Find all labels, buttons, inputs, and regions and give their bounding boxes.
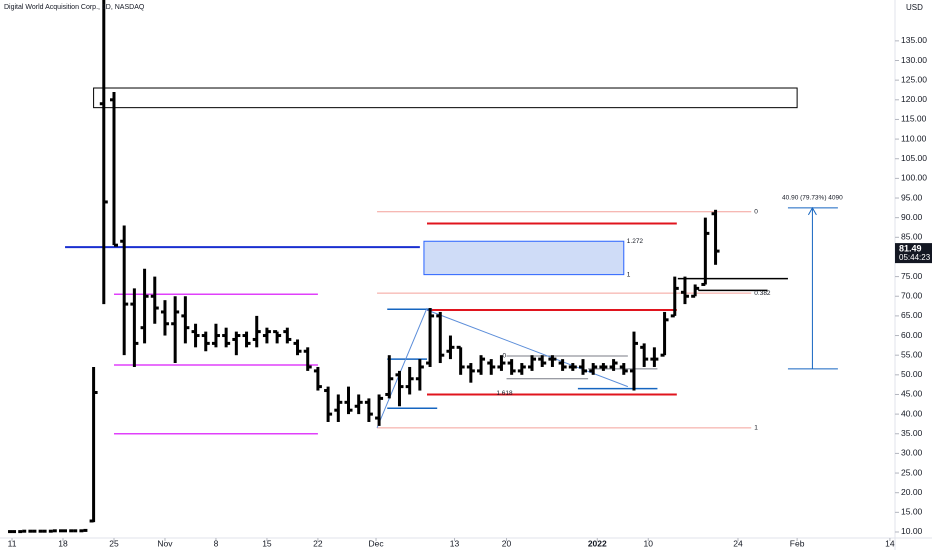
bars bbox=[8, 0, 720, 534]
y-tick-label: 100.00 bbox=[901, 173, 927, 183]
y-tick-label: 95.00 bbox=[901, 192, 923, 202]
arrow-head bbox=[807, 206, 817, 216]
y-tick-label: 15.00 bbox=[901, 507, 923, 517]
y-tick-label: 85.00 bbox=[901, 232, 923, 242]
drawing-label: 1 bbox=[754, 425, 758, 432]
y-tick-label: 20.00 bbox=[901, 487, 923, 497]
drawing-label: 1.618 bbox=[496, 390, 513, 397]
y-tick-label: 135.00 bbox=[901, 35, 927, 45]
x-tick-label: Dec bbox=[368, 538, 384, 548]
drawing-label: 0 bbox=[502, 353, 506, 360]
chart-title: Digital World Acquisition Corp., 1D, NAS… bbox=[4, 4, 145, 11]
drawing-label: 0.382 bbox=[754, 290, 771, 297]
y-tick-label: 130.00 bbox=[901, 55, 927, 65]
x-tick-label: 8 bbox=[214, 538, 219, 548]
y-tick-label: 70.00 bbox=[901, 290, 923, 300]
drawing-label: 0 bbox=[754, 208, 758, 215]
currency-label: USD bbox=[906, 3, 923, 12]
drawing-label: 40.90 (79.73%) 4090 bbox=[782, 195, 843, 202]
y-tick-label: 60.00 bbox=[901, 330, 923, 340]
last-price-label: 81.49 bbox=[899, 243, 922, 253]
x-tick-label: 18 bbox=[58, 538, 68, 548]
y-tick-label: 125.00 bbox=[901, 74, 927, 84]
x-tick-label: Feb bbox=[790, 538, 805, 548]
x-tick-label: 13 bbox=[450, 538, 460, 548]
y-tick-label: 45.00 bbox=[901, 389, 923, 399]
drawings bbox=[65, 87, 838, 435]
x-tick-label: 22 bbox=[313, 538, 323, 548]
y-tick-label: 10.00 bbox=[901, 526, 923, 536]
drawing-rect bbox=[93, 87, 798, 109]
x-tick-label: 20 bbox=[502, 538, 512, 548]
y-tick-label: 75.00 bbox=[901, 271, 923, 281]
y-tick-label: 120.00 bbox=[901, 94, 927, 104]
y-tick-label: 115.00 bbox=[901, 114, 927, 124]
y-tick-label: 40.00 bbox=[901, 408, 923, 418]
x-tick-label: 24 bbox=[733, 538, 743, 548]
y-tick-label: 90.00 bbox=[901, 212, 923, 222]
last-price-box bbox=[895, 243, 932, 264]
y-tick-label: 55.00 bbox=[901, 349, 923, 359]
x-tick-label: 15 bbox=[262, 538, 272, 548]
x-tick-label: 11 bbox=[8, 538, 17, 548]
y-tick-label: 110.00 bbox=[901, 133, 927, 143]
axes: 10.00 15.00 20.00 25.00 30.00 35.00 40.00 45.00… bbox=[8, 35, 928, 548]
y-tick-label: 25.00 bbox=[901, 467, 923, 477]
y-tick-label: 30.00 bbox=[901, 448, 923, 458]
drawing-label: 1 bbox=[627, 271, 631, 278]
x-tick-label: 14 bbox=[885, 538, 895, 548]
x-tick-label: 10 bbox=[644, 538, 654, 548]
y-tick-label: 50.00 bbox=[901, 369, 923, 379]
drawing-rect bbox=[423, 240, 625, 276]
x-tick-label: 2022 bbox=[588, 538, 607, 548]
y-tick-label: 105.00 bbox=[901, 153, 927, 163]
drawing-segment bbox=[376, 307, 428, 429]
y-tick-label: 65.00 bbox=[901, 310, 923, 320]
x-tick-label: Nov bbox=[157, 538, 173, 548]
x-tick-label: 25 bbox=[109, 538, 119, 548]
countdown-label: 05:44:23 bbox=[899, 253, 931, 262]
y-tick-label: 35.00 bbox=[901, 428, 923, 438]
drawing-label: 1.272 bbox=[627, 238, 644, 245]
